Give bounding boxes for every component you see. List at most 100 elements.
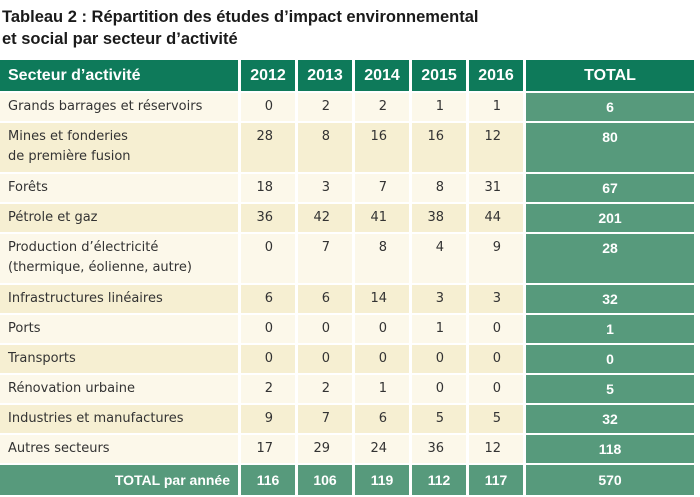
value-cell: 0 bbox=[241, 315, 295, 343]
header-total: TOTAL bbox=[526, 60, 694, 91]
year-total-cell: 112 bbox=[412, 465, 466, 495]
value-cell: 3 bbox=[298, 174, 352, 202]
row-total-cell: 201 bbox=[526, 204, 694, 232]
table-row: Forêts 18 3 7 8 31 67 bbox=[0, 174, 694, 202]
table-title: Tableau 2 : Répartition des études d’imp… bbox=[2, 6, 478, 50]
value-cell: 3 bbox=[412, 285, 466, 313]
value-cell: 41 bbox=[355, 204, 409, 232]
year-total-cell: 117 bbox=[469, 465, 523, 495]
row-total-cell: 80 bbox=[526, 123, 694, 172]
sector-cell: Production d’électricité (thermique, éol… bbox=[0, 234, 238, 283]
value-cell: 0 bbox=[469, 345, 523, 373]
value-cell: 1 bbox=[412, 93, 466, 121]
value-cell: 7 bbox=[355, 174, 409, 202]
sector-cell: Pétrole et gaz bbox=[0, 204, 238, 232]
value-cell: 1 bbox=[469, 93, 523, 121]
value-cell: 24 bbox=[355, 435, 409, 463]
value-cell: 18 bbox=[241, 174, 295, 202]
value-cell: 36 bbox=[412, 435, 466, 463]
grand-total-cell: 570 bbox=[526, 465, 694, 495]
value-cell: 7 bbox=[298, 405, 352, 433]
value-cell: 42 bbox=[298, 204, 352, 232]
row-total-cell: 6 bbox=[526, 93, 694, 121]
value-cell: 2 bbox=[298, 375, 352, 403]
value-cell: 6 bbox=[241, 285, 295, 313]
table-row: Industries et manufactures 9 7 6 5 5 32 bbox=[0, 405, 694, 433]
table-row: Grands barrages et réservoirs 0 2 2 1 1 6 bbox=[0, 93, 694, 121]
value-cell: 0 bbox=[241, 345, 295, 373]
value-cell: 2 bbox=[355, 93, 409, 121]
value-cell: 12 bbox=[469, 435, 523, 463]
value-cell: 0 bbox=[355, 345, 409, 373]
value-cell: 38 bbox=[412, 204, 466, 232]
value-cell: 16 bbox=[355, 123, 409, 172]
row-total-cell: 5 bbox=[526, 375, 694, 403]
header-year: 2014 bbox=[355, 60, 409, 91]
value-cell: 8 bbox=[355, 234, 409, 283]
value-cell: 14 bbox=[355, 285, 409, 313]
value-cell: 2 bbox=[241, 375, 295, 403]
value-cell: 4 bbox=[412, 234, 466, 283]
year-total-cell: 106 bbox=[298, 465, 352, 495]
row-total-cell: 32 bbox=[526, 405, 694, 433]
value-cell: 0 bbox=[241, 234, 295, 283]
row-total-cell: 1 bbox=[526, 315, 694, 343]
value-cell: 0 bbox=[241, 93, 295, 121]
table-row: Infrastructures linéaires 6 6 14 3 3 32 bbox=[0, 285, 694, 313]
sector-cell: Transports bbox=[0, 345, 238, 373]
value-cell: 0 bbox=[412, 375, 466, 403]
header-year: 2015 bbox=[412, 60, 466, 91]
value-cell: 29 bbox=[298, 435, 352, 463]
value-cell: 12 bbox=[469, 123, 523, 172]
value-cell: 6 bbox=[355, 405, 409, 433]
value-cell: 1 bbox=[355, 375, 409, 403]
sector-cell: Autres secteurs bbox=[0, 435, 238, 463]
value-cell: 28 bbox=[241, 123, 295, 172]
value-cell: 0 bbox=[469, 315, 523, 343]
value-cell: 0 bbox=[355, 315, 409, 343]
header-year: 2013 bbox=[298, 60, 352, 91]
value-cell: 0 bbox=[469, 375, 523, 403]
value-cell: 36 bbox=[241, 204, 295, 232]
row-total-cell: 0 bbox=[526, 345, 694, 373]
title-line-1: Tableau 2 : Répartition des études d’imp… bbox=[2, 8, 479, 26]
year-total-cell: 116 bbox=[241, 465, 295, 495]
value-cell: 44 bbox=[469, 204, 523, 232]
value-cell: 5 bbox=[412, 405, 466, 433]
header-year: 2016 bbox=[469, 60, 523, 91]
table-row: Production d’électricité (thermique, éol… bbox=[0, 234, 694, 283]
value-cell: 9 bbox=[241, 405, 295, 433]
year-total-cell: 119 bbox=[355, 465, 409, 495]
sector-cell: Mines et fonderies de première fusion bbox=[0, 123, 238, 172]
totals-label: TOTAL par année bbox=[0, 465, 238, 495]
value-cell: 17 bbox=[241, 435, 295, 463]
table-row: Transports 0 0 0 0 0 0 bbox=[0, 345, 694, 373]
value-cell: 7 bbox=[298, 234, 352, 283]
value-cell: 1 bbox=[412, 315, 466, 343]
value-cell: 0 bbox=[298, 345, 352, 373]
sector-cell: Infrastructures linéaires bbox=[0, 285, 238, 313]
table-row: Autres secteurs 17 29 24 36 12 118 bbox=[0, 435, 694, 463]
value-cell: 3 bbox=[469, 285, 523, 313]
sector-cell: Rénovation urbaine bbox=[0, 375, 238, 403]
header-sector: Secteur d’activité bbox=[0, 60, 238, 91]
value-cell: 31 bbox=[469, 174, 523, 202]
title-line-2: et social par secteur d’activité bbox=[2, 30, 238, 48]
sector-cell: Ports bbox=[0, 315, 238, 343]
value-cell: 2 bbox=[298, 93, 352, 121]
value-cell: 9 bbox=[469, 234, 523, 283]
value-cell: 8 bbox=[298, 123, 352, 172]
row-total-cell: 32 bbox=[526, 285, 694, 313]
sector-cell: Forêts bbox=[0, 174, 238, 202]
value-cell: 0 bbox=[298, 315, 352, 343]
data-table: Secteur d’activité 2012 2013 2014 2015 2016 TO… bbox=[0, 58, 697, 497]
header-year: 2012 bbox=[241, 60, 295, 91]
value-cell: 16 bbox=[412, 123, 466, 172]
row-total-cell: 67 bbox=[526, 174, 694, 202]
table-row: Pétrole et gaz 36 42 41 38 44 201 bbox=[0, 204, 694, 232]
table-row: Rénovation urbaine 2 2 1 0 0 5 bbox=[0, 375, 694, 403]
value-cell: 6 bbox=[298, 285, 352, 313]
row-total-cell: 118 bbox=[526, 435, 694, 463]
totals-row: TOTAL par année 116 106 119 112 117 570 bbox=[0, 465, 694, 495]
value-cell: 0 bbox=[412, 345, 466, 373]
